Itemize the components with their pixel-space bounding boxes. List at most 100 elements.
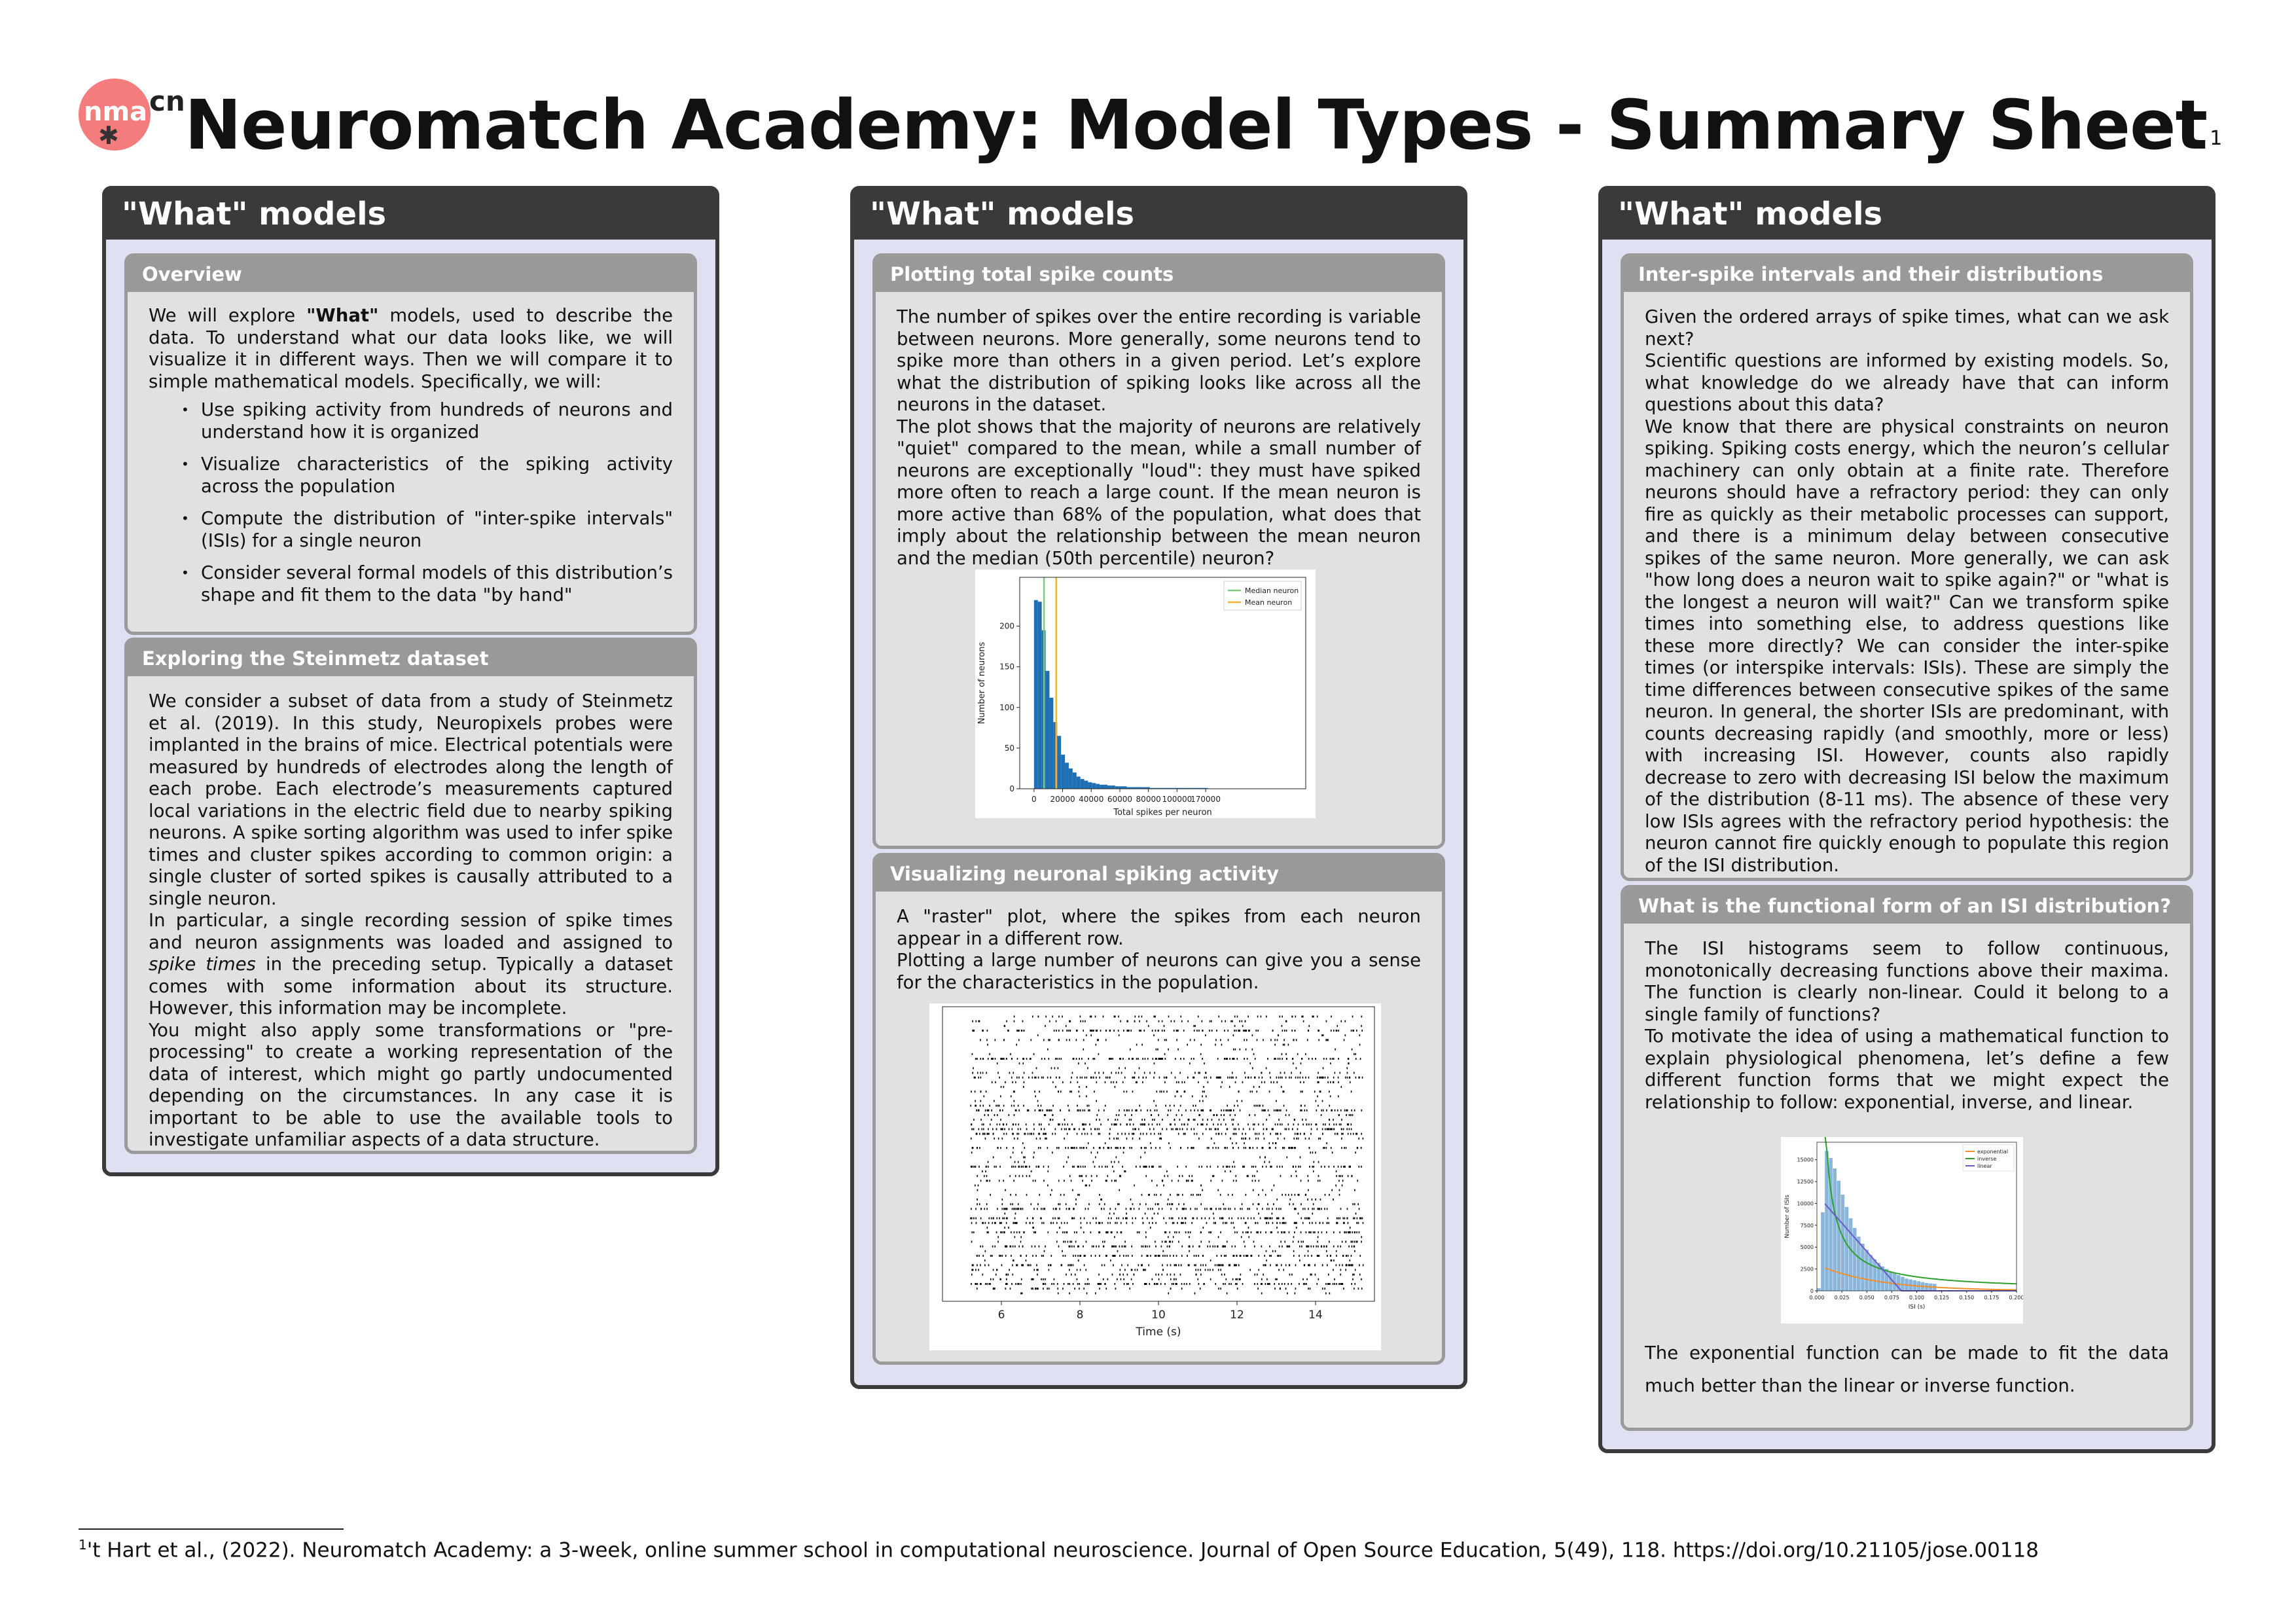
spike-mark: [1012, 1132, 1013, 1135]
spike-mark: [1086, 1095, 1087, 1098]
spike-mark: [1304, 1104, 1306, 1107]
spike-mark: [1145, 1165, 1147, 1168]
spike-mark: [1118, 1217, 1120, 1219]
spike-mark: [1283, 1043, 1285, 1046]
spike-mark: [1066, 1039, 1067, 1041]
spike-mark: [1111, 1180, 1113, 1182]
spike-mark: [1192, 1217, 1194, 1219]
spike-mark: [1045, 1132, 1047, 1135]
spike-mark: [1033, 1269, 1035, 1271]
spike-mark: [1225, 1208, 1227, 1210]
spike-mark: [1205, 1072, 1207, 1074]
spike-mark: [1340, 1283, 1342, 1285]
spike-mark: [1358, 1231, 1360, 1234]
spike-mark: [1270, 1217, 1272, 1219]
spike-mark: [986, 1231, 988, 1234]
spike-mark: [1278, 1283, 1280, 1285]
spike-mark: [1334, 1132, 1336, 1135]
spike-mark: [1189, 1245, 1191, 1248]
spike-mark: [971, 1208, 972, 1210]
spike-mark: [1023, 1072, 1025, 1074]
spike-mark: [1166, 1039, 1167, 1041]
spike-mark: [1170, 1123, 1172, 1126]
spike-mark: [1034, 1109, 1036, 1111]
spike-mark: [1306, 1278, 1308, 1280]
spike-mark: [1354, 1217, 1355, 1219]
spike-mark: [1193, 1119, 1194, 1121]
spike-mark: [1145, 1283, 1147, 1285]
spike-mark: [1143, 1119, 1145, 1121]
spike-mark: [1011, 1255, 1012, 1257]
spike-mark: [1040, 1104, 1042, 1107]
spike-mark: [1085, 1240, 1087, 1243]
spike-mark: [1340, 1165, 1342, 1168]
histogram-bar: [1049, 697, 1054, 789]
spike-mark: [1071, 1091, 1072, 1093]
spike-mark: [1086, 1184, 1087, 1187]
spike-mark: [1132, 1221, 1134, 1224]
spike-mark: [1045, 1283, 1047, 1285]
spike-mark: [1253, 1175, 1255, 1178]
spike-mark: [1079, 1015, 1081, 1018]
column-1-title: "What" models: [106, 190, 715, 240]
spike-mark: [1262, 1147, 1264, 1149]
spike-mark: [1117, 1147, 1119, 1149]
spike-mark: [1163, 1076, 1165, 1079]
spike-mark: [1359, 1255, 1361, 1257]
spike-mark: [1315, 1221, 1317, 1224]
spike-mark: [1281, 1264, 1282, 1267]
spike-mark: [1327, 1039, 1329, 1041]
spike-mark: [1105, 1030, 1107, 1032]
spike-mark: [1231, 1076, 1232, 1079]
spike-mark: [1181, 1245, 1183, 1248]
spike-mark: [1177, 1128, 1178, 1130]
raster-row: [970, 1165, 1362, 1168]
spike-mark: [1062, 1288, 1064, 1290]
spike-mark: [1043, 1165, 1045, 1168]
spike-mark: [1295, 1264, 1297, 1267]
spike-mark: [1312, 1165, 1314, 1168]
y-tick-label: 5000: [1801, 1244, 1814, 1250]
spike-mark: [982, 1030, 984, 1032]
spike-mark: [1106, 1255, 1107, 1257]
raster-row: [991, 1081, 1351, 1083]
spike-mark: [1335, 1170, 1337, 1172]
spike-mark: [1105, 1231, 1107, 1234]
spike-mark: [1289, 1245, 1291, 1248]
spike-mark: [1112, 1245, 1114, 1248]
spike-mark: [1310, 1132, 1312, 1135]
spike-mark: [1022, 1076, 1024, 1079]
spike-mark: [1151, 1217, 1153, 1219]
spike-mark: [1038, 1245, 1040, 1248]
spike-mark: [1254, 1283, 1255, 1285]
spike-mark: [1354, 1269, 1356, 1271]
spike-mark: [1168, 1236, 1169, 1238]
spike-mark: [1198, 1081, 1199, 1083]
spike-mark: [1330, 1259, 1332, 1262]
spike-mark: [1232, 1193, 1233, 1196]
spike-mark: [1358, 1137, 1360, 1140]
spike-mark: [1115, 1147, 1117, 1149]
spike-mark: [1317, 1076, 1318, 1079]
spike-mark: [1297, 1128, 1299, 1130]
spike-mark: [1165, 1221, 1167, 1224]
spike-mark: [1156, 1109, 1158, 1111]
spike-mark: [1039, 1132, 1040, 1135]
spike-mark: [1265, 1283, 1266, 1285]
spike-mark: [1056, 1058, 1058, 1060]
spike-mark: [1342, 1255, 1344, 1257]
spike-mark: [1117, 1231, 1118, 1234]
spike-mark: [1065, 1024, 1067, 1027]
spike-mark: [1321, 1264, 1323, 1267]
y-tick-label: 50: [1005, 744, 1014, 753]
spike-mark: [1270, 1076, 1271, 1079]
spike-mark: [1057, 1292, 1059, 1295]
spike-mark: [1312, 1170, 1314, 1172]
spike-mark: [997, 1104, 999, 1107]
spike-mark: [1069, 1240, 1071, 1243]
spike-mark: [1005, 1217, 1007, 1219]
spike-mark: [1229, 1165, 1230, 1168]
spike-mark: [1348, 1264, 1350, 1267]
spike-mark: [1166, 1245, 1168, 1248]
spike-mark: [977, 1147, 978, 1149]
